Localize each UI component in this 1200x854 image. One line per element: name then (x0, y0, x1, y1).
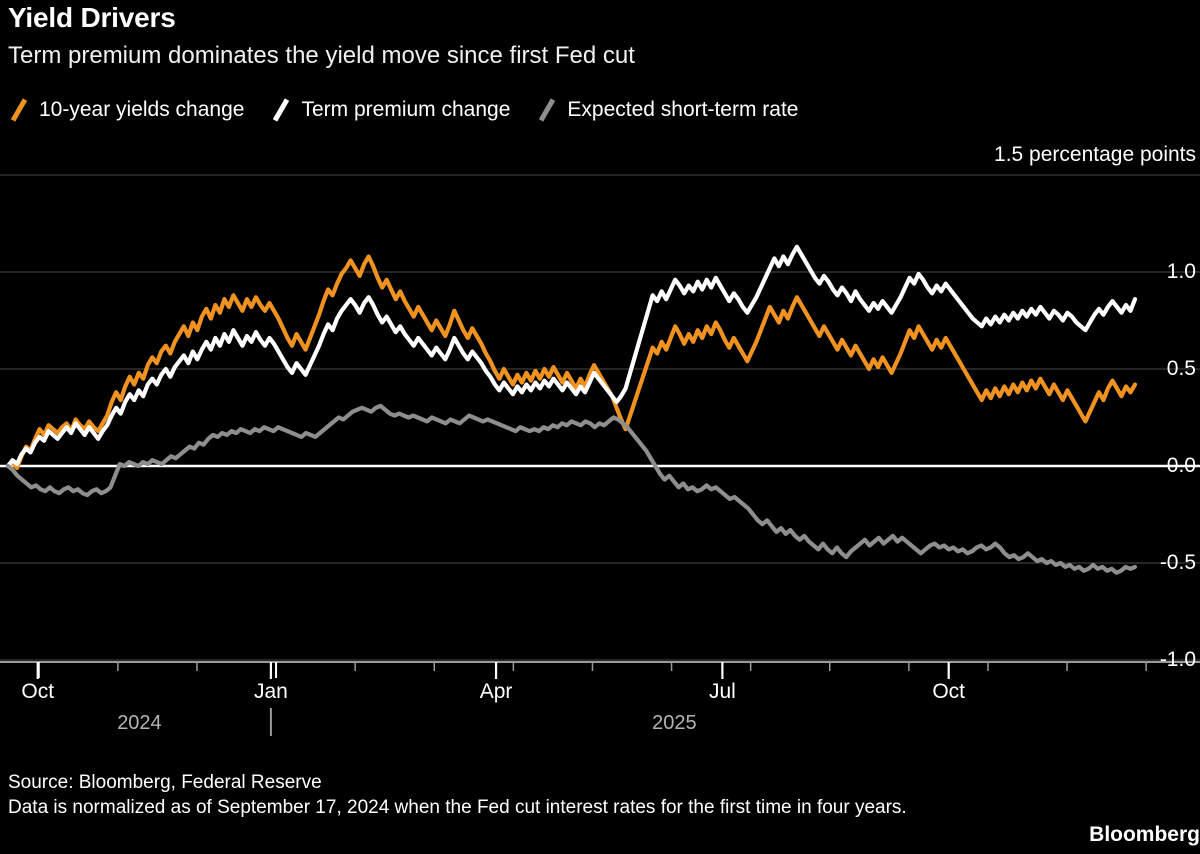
x-axis-year-label: 2024 (117, 712, 162, 734)
chart-subtitle: Term premium dominates the yield move si… (8, 42, 635, 69)
x-tick-label: Oct (932, 680, 966, 703)
x-tick-label: Oct (21, 680, 55, 703)
y-tick-label: 1.0 (1166, 260, 1196, 283)
y-tick-label: -0.5 (1159, 551, 1196, 574)
note-text: Data is normalized as of September 17, 2… (8, 797, 907, 818)
legend-label: 10-year yields change (39, 98, 245, 121)
series-line-0 (5, 254, 1138, 471)
x-tick-label: Apr (479, 680, 513, 703)
chart-legend: 10-year yields change Term premium change… (8, 98, 824, 122)
legend-label: Term premium change (301, 98, 511, 121)
x-tick-label: Jul (708, 680, 736, 703)
y-tick-label: -1.0 (1159, 648, 1196, 671)
source-text: Source: Bloomberg, Federal Reserve (8, 772, 322, 793)
y-axis-unit-label: 1.5 percentage points (994, 143, 1196, 166)
series-line-2 (5, 403, 1138, 575)
x-tick-label: Jan (253, 680, 288, 703)
chart-footer: Source: Bloomberg, Federal Reserve Data … (8, 770, 1192, 820)
page-title: Yield Drivers (8, 2, 176, 33)
legend-item-2[interactable]: Expected short-term rate (536, 98, 798, 122)
legend-item-1[interactable]: Term premium change (270, 98, 510, 122)
y-tick-label: 0.5 (1166, 357, 1196, 380)
series-line-1 (5, 244, 1138, 469)
legend-item-0[interactable]: 10-year yields change (8, 98, 244, 122)
x-axis-year-label: 2025 (652, 712, 697, 734)
y-tick-label: 0.0 (1166, 454, 1196, 477)
legend-label: Expected short-term rate (567, 98, 799, 121)
bloomberg-brand: Bloomberg (1089, 823, 1200, 846)
